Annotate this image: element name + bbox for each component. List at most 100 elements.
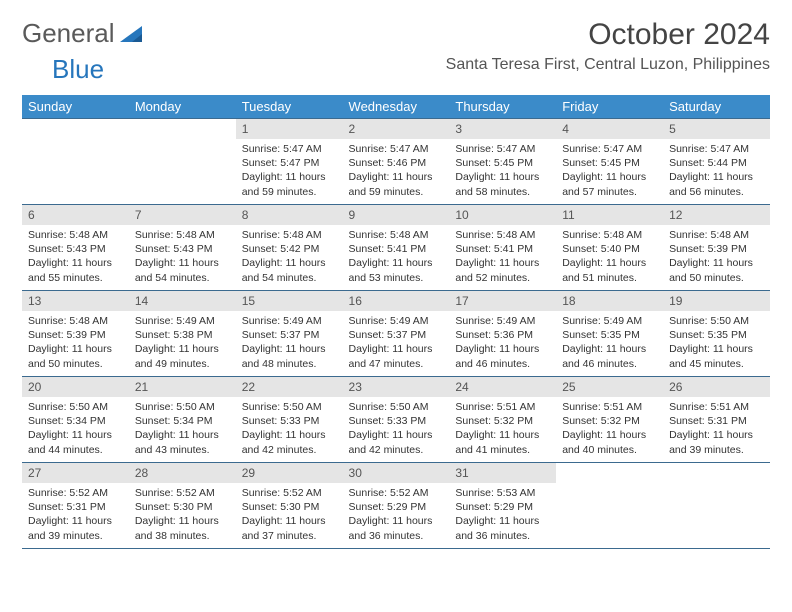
calendar-day-cell	[663, 463, 770, 549]
day-number: 28	[129, 463, 236, 483]
calendar-day-cell: 20Sunrise: 5:50 AMSunset: 5:34 PMDayligh…	[22, 377, 129, 463]
day-details: Sunrise: 5:49 AMSunset: 5:38 PMDaylight:…	[129, 311, 236, 375]
daylight-text: Daylight: 11 hours and 59 minutes.	[349, 170, 444, 198]
day-number: 21	[129, 377, 236, 397]
sunrise-text: Sunrise: 5:48 AM	[349, 228, 444, 242]
day-details: Sunrise: 5:48 AMSunset: 5:41 PMDaylight:…	[449, 225, 556, 289]
daylight-text: Daylight: 11 hours and 53 minutes.	[349, 256, 444, 284]
sunrise-text: Sunrise: 5:50 AM	[28, 400, 123, 414]
daylight-text: Daylight: 11 hours and 43 minutes.	[135, 428, 230, 456]
daylight-text: Daylight: 11 hours and 37 minutes.	[242, 514, 337, 542]
sunrise-text: Sunrise: 5:51 AM	[455, 400, 550, 414]
sunrise-text: Sunrise: 5:49 AM	[135, 314, 230, 328]
calendar-day-cell: 27Sunrise: 5:52 AMSunset: 5:31 PMDayligh…	[22, 463, 129, 549]
sunrise-text: Sunrise: 5:49 AM	[349, 314, 444, 328]
calendar-week-row: 6Sunrise: 5:48 AMSunset: 5:43 PMDaylight…	[22, 205, 770, 291]
day-header-row: Sunday Monday Tuesday Wednesday Thursday…	[22, 95, 770, 119]
sunset-text: Sunset: 5:32 PM	[455, 414, 550, 428]
sunset-text: Sunset: 5:42 PM	[242, 242, 337, 256]
month-title: October 2024	[446, 18, 770, 52]
calendar-day-cell: 26Sunrise: 5:51 AMSunset: 5:31 PMDayligh…	[663, 377, 770, 463]
day-details: Sunrise: 5:50 AMSunset: 5:33 PMDaylight:…	[236, 397, 343, 461]
daylight-text: Daylight: 11 hours and 54 minutes.	[242, 256, 337, 284]
daylight-text: Daylight: 11 hours and 36 minutes.	[349, 514, 444, 542]
calendar-day-cell: 8Sunrise: 5:48 AMSunset: 5:42 PMDaylight…	[236, 205, 343, 291]
day-number: 2	[343, 119, 450, 139]
day-details: Sunrise: 5:53 AMSunset: 5:29 PMDaylight:…	[449, 483, 556, 547]
calendar-day-cell: 14Sunrise: 5:49 AMSunset: 5:38 PMDayligh…	[129, 291, 236, 377]
day-details: Sunrise: 5:49 AMSunset: 5:35 PMDaylight:…	[556, 311, 663, 375]
calendar-day-cell: 5Sunrise: 5:47 AMSunset: 5:44 PMDaylight…	[663, 119, 770, 205]
daylight-text: Daylight: 11 hours and 50 minutes.	[669, 256, 764, 284]
day-details: Sunrise: 5:52 AMSunset: 5:29 PMDaylight:…	[343, 483, 450, 547]
day-header: Monday	[129, 95, 236, 119]
daylight-text: Daylight: 11 hours and 48 minutes.	[242, 342, 337, 370]
sunrise-text: Sunrise: 5:48 AM	[28, 228, 123, 242]
sunset-text: Sunset: 5:39 PM	[28, 328, 123, 342]
sunset-text: Sunset: 5:38 PM	[135, 328, 230, 342]
sunrise-text: Sunrise: 5:47 AM	[242, 142, 337, 156]
day-details: Sunrise: 5:47 AMSunset: 5:45 PMDaylight:…	[556, 139, 663, 203]
calendar-week-row: 13Sunrise: 5:48 AMSunset: 5:39 PMDayligh…	[22, 291, 770, 377]
calendar-day-cell: 25Sunrise: 5:51 AMSunset: 5:32 PMDayligh…	[556, 377, 663, 463]
day-number: 23	[343, 377, 450, 397]
logo: General	[22, 18, 146, 49]
calendar-day-cell: 29Sunrise: 5:52 AMSunset: 5:30 PMDayligh…	[236, 463, 343, 549]
day-number: 6	[22, 205, 129, 225]
day-number: 31	[449, 463, 556, 483]
daylight-text: Daylight: 11 hours and 57 minutes.	[562, 170, 657, 198]
calendar-day-cell: 16Sunrise: 5:49 AMSunset: 5:37 PMDayligh…	[343, 291, 450, 377]
sunrise-text: Sunrise: 5:50 AM	[242, 400, 337, 414]
day-number: 18	[556, 291, 663, 311]
sunrise-text: Sunrise: 5:49 AM	[242, 314, 337, 328]
sunset-text: Sunset: 5:39 PM	[669, 242, 764, 256]
day-number: 29	[236, 463, 343, 483]
sunrise-text: Sunrise: 5:47 AM	[562, 142, 657, 156]
daylight-text: Daylight: 11 hours and 46 minutes.	[455, 342, 550, 370]
calendar-week-row: 1Sunrise: 5:47 AMSunset: 5:47 PMDaylight…	[22, 119, 770, 205]
day-number: 15	[236, 291, 343, 311]
day-number: 9	[343, 205, 450, 225]
day-number: 7	[129, 205, 236, 225]
daylight-text: Daylight: 11 hours and 49 minutes.	[135, 342, 230, 370]
sunset-text: Sunset: 5:45 PM	[562, 156, 657, 170]
calendar-day-cell: 31Sunrise: 5:53 AMSunset: 5:29 PMDayligh…	[449, 463, 556, 549]
day-details: Sunrise: 5:50 AMSunset: 5:34 PMDaylight:…	[22, 397, 129, 461]
day-details: Sunrise: 5:50 AMSunset: 5:35 PMDaylight:…	[663, 311, 770, 375]
calendar-day-cell: 13Sunrise: 5:48 AMSunset: 5:39 PMDayligh…	[22, 291, 129, 377]
day-header: Thursday	[449, 95, 556, 119]
day-details: Sunrise: 5:48 AMSunset: 5:39 PMDaylight:…	[22, 311, 129, 375]
sunset-text: Sunset: 5:33 PM	[349, 414, 444, 428]
sunrise-text: Sunrise: 5:47 AM	[349, 142, 444, 156]
day-number: 16	[343, 291, 450, 311]
day-number: 20	[22, 377, 129, 397]
day-details: Sunrise: 5:49 AMSunset: 5:37 PMDaylight:…	[343, 311, 450, 375]
daylight-text: Daylight: 11 hours and 40 minutes.	[562, 428, 657, 456]
sunrise-text: Sunrise: 5:47 AM	[455, 142, 550, 156]
sunset-text: Sunset: 5:33 PM	[242, 414, 337, 428]
calendar-table: Sunday Monday Tuesday Wednesday Thursday…	[22, 95, 770, 549]
day-details: Sunrise: 5:47 AMSunset: 5:47 PMDaylight:…	[236, 139, 343, 203]
calendar-day-cell: 30Sunrise: 5:52 AMSunset: 5:29 PMDayligh…	[343, 463, 450, 549]
sunset-text: Sunset: 5:34 PM	[28, 414, 123, 428]
sunrise-text: Sunrise: 5:48 AM	[28, 314, 123, 328]
day-number: 25	[556, 377, 663, 397]
day-details: Sunrise: 5:48 AMSunset: 5:43 PMDaylight:…	[22, 225, 129, 289]
day-header: Wednesday	[343, 95, 450, 119]
sunrise-text: Sunrise: 5:51 AM	[669, 400, 764, 414]
sunrise-text: Sunrise: 5:50 AM	[349, 400, 444, 414]
sunset-text: Sunset: 5:35 PM	[562, 328, 657, 342]
calendar-day-cell: 6Sunrise: 5:48 AMSunset: 5:43 PMDaylight…	[22, 205, 129, 291]
day-header: Sunday	[22, 95, 129, 119]
sunrise-text: Sunrise: 5:48 AM	[562, 228, 657, 242]
calendar-day-cell	[556, 463, 663, 549]
day-details: Sunrise: 5:51 AMSunset: 5:32 PMDaylight:…	[449, 397, 556, 461]
sunrise-text: Sunrise: 5:48 AM	[455, 228, 550, 242]
sunset-text: Sunset: 5:35 PM	[669, 328, 764, 342]
sunrise-text: Sunrise: 5:48 AM	[135, 228, 230, 242]
sunrise-text: Sunrise: 5:52 AM	[242, 486, 337, 500]
calendar-day-cell: 11Sunrise: 5:48 AMSunset: 5:40 PMDayligh…	[556, 205, 663, 291]
day-number: 4	[556, 119, 663, 139]
daylight-text: Daylight: 11 hours and 52 minutes.	[455, 256, 550, 284]
calendar-day-cell: 28Sunrise: 5:52 AMSunset: 5:30 PMDayligh…	[129, 463, 236, 549]
